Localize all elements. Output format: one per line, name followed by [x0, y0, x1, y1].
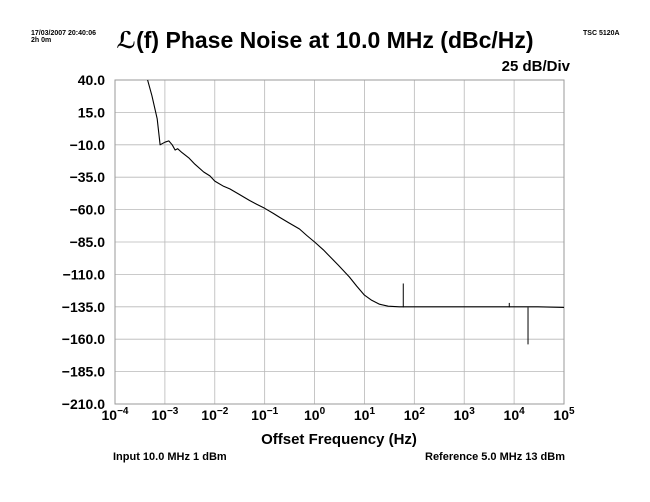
- timestamp: 17/03/2007 20:40:06: [31, 30, 96, 37]
- plot-frame: [114, 79, 565, 405]
- input-note: Input 10.0 MHz 1 dBm: [113, 451, 227, 463]
- y-tick-label: −85.0: [70, 234, 106, 250]
- x-tick-label: 10−2: [201, 406, 228, 423]
- scale-label: 25 dB/Div: [501, 58, 570, 75]
- y-tick-label: 15.0: [78, 104, 105, 120]
- x-tick-labels: 10−4 10−3 10−2 10−1 100 101 102 103 104 105: [102, 406, 576, 423]
- y-tick-label: −60.0: [70, 202, 106, 218]
- y-tick-label: −35.0: [70, 169, 106, 185]
- x-tick-label: 104: [504, 406, 526, 423]
- x-tick-label: 10−3: [151, 406, 178, 423]
- grid: [114, 79, 565, 405]
- y-tick-label: −135.0: [62, 299, 105, 315]
- y-tick-label: −210.0: [62, 396, 105, 412]
- y-tick-labels: 40.0 15.0 −10.0 −35.0 −60.0 −85.0 −110.0 −135.0…: [62, 72, 105, 412]
- y-tick-label: −110.0: [63, 266, 106, 282]
- curve-layer: [147, 79, 565, 308]
- x-tick-label: 10−4: [102, 406, 129, 423]
- x-tick-label: 100: [304, 406, 326, 423]
- y-tick-label: −160.0: [62, 331, 105, 347]
- x-tick-label: 10−1: [251, 406, 278, 423]
- title-row: ℒ(f) Phase Noise at 10.0 MHz (dBc/Hz): [0, 27, 650, 54]
- reference-note: Reference 5.0 MHz 13 dBm: [425, 451, 565, 463]
- y-tick-label: −185.0: [62, 364, 105, 380]
- x-tick-label: 101: [354, 406, 376, 423]
- x-tick-label: 102: [404, 406, 426, 423]
- spur-layer: [402, 283, 529, 345]
- x-axis-label: Offset Frequency (Hz): [261, 431, 417, 448]
- instrument-model: TSC 5120A: [583, 30, 620, 37]
- y-tick-label: −10.0: [70, 137, 106, 153]
- duration: 2h 0m: [31, 37, 52, 44]
- x-tick-label: 105: [553, 406, 575, 423]
- y-tick-label: 40.0: [78, 72, 105, 88]
- chart-title: ℒ(f) Phase Noise at 10.0 MHz (dBc/Hz): [116, 27, 534, 53]
- x-tick-label: 103: [454, 406, 476, 423]
- phase-noise-curve: [147, 79, 565, 308]
